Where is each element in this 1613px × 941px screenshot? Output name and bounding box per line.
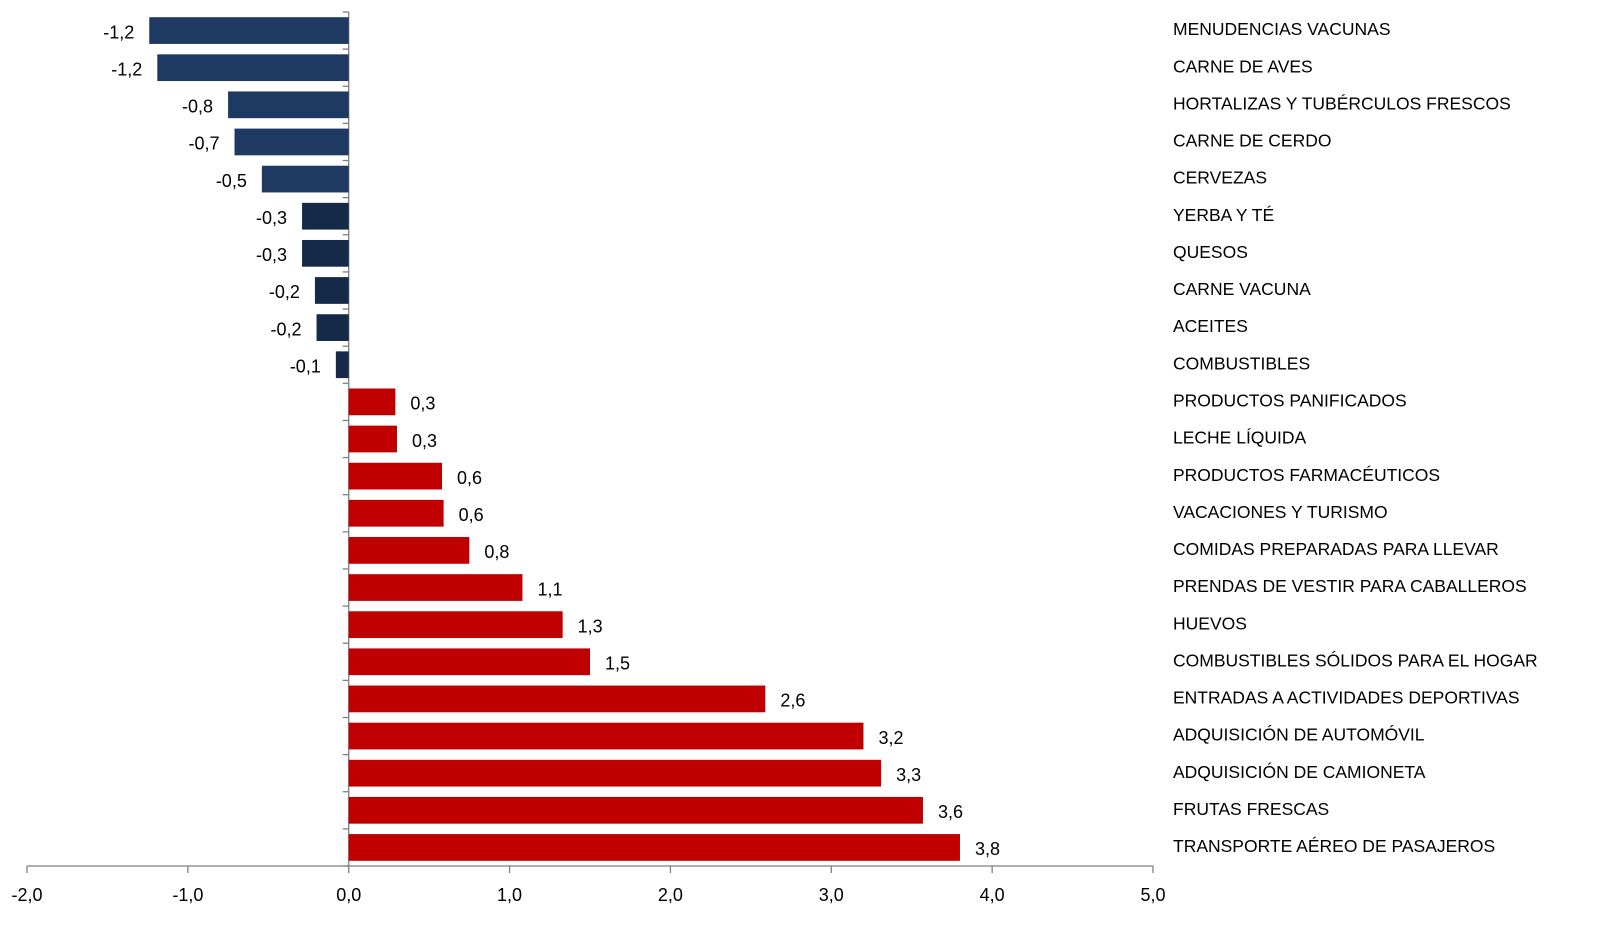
value-label: -0,3	[256, 208, 287, 228]
category-label: PRODUCTOS FARMACÉUTICOS	[1173, 465, 1440, 485]
bar	[348, 834, 960, 861]
category-label: ADQUISICIÓN DE AUTOMÓVIL	[1173, 724, 1425, 745]
bar	[302, 239, 349, 267]
value-label: -0,5	[216, 171, 247, 191]
category-label: VACACIONES Y TURISMO	[1173, 502, 1388, 522]
value-label: -0,1	[290, 356, 321, 376]
x-tick-label: 0,0	[336, 885, 361, 905]
bar	[261, 165, 349, 193]
bar	[348, 537, 470, 564]
value-label: 1,1	[537, 579, 562, 599]
bar	[157, 54, 349, 82]
category-label: CARNE DE AVES	[1173, 56, 1313, 76]
value-label: -0,7	[188, 134, 219, 154]
bar	[302, 202, 349, 230]
bar	[348, 462, 443, 490]
bar	[335, 351, 349, 379]
category-label: YERBA Y TÉ	[1173, 205, 1274, 225]
category-label: COMIDAS PREPARADAS PARA LLEVAR	[1173, 539, 1499, 559]
bar	[234, 128, 349, 156]
value-label: -1,2	[111, 59, 142, 79]
value-label: 0,8	[484, 542, 509, 562]
x-tick-label: 4,0	[980, 885, 1005, 905]
category-label: HORTALIZAS Y TUBÉRCULOS FRESCOS	[1173, 93, 1511, 113]
value-label: 0,6	[459, 505, 484, 525]
bar	[348, 388, 396, 416]
category-label: QUESOS	[1173, 242, 1248, 262]
value-label: 1,3	[578, 616, 603, 636]
value-label: -0,3	[256, 245, 287, 265]
category-label: HUEVOS	[1173, 613, 1247, 633]
bar	[348, 425, 397, 453]
value-label: 0,3	[410, 394, 435, 414]
x-tick-label: 2,0	[658, 885, 683, 905]
x-tick-label: -1,0	[172, 885, 203, 905]
bar	[348, 796, 923, 824]
category-label: ACEITES	[1173, 316, 1248, 336]
category-label: TRANSPORTE AÉREO DE PASAJEROS	[1173, 836, 1495, 856]
bar	[348, 759, 882, 787]
category-label: COMBUSTIBLES SÓLIDOS PARA EL HOGAR	[1173, 649, 1538, 670]
category-label: ADQUISICIÓN DE CAMIONETA	[1173, 761, 1426, 782]
value-label: 2,6	[780, 691, 805, 711]
bar	[149, 17, 349, 44]
bar	[228, 91, 349, 119]
x-tick-label: 1,0	[497, 885, 522, 905]
value-label: 0,3	[412, 431, 437, 451]
bar	[316, 314, 349, 341]
x-tick-label: 5,0	[1140, 885, 1165, 905]
bar	[348, 685, 766, 713]
category-label: FRUTAS FRESCAS	[1173, 799, 1329, 819]
category-label: MENUDENCIAS VACUNAS	[1173, 19, 1391, 39]
category-label: CARNE DE CERDO	[1173, 131, 1332, 151]
bar	[348, 499, 444, 527]
value-label: 3,8	[975, 839, 1000, 859]
bar	[348, 722, 864, 750]
value-label: 3,2	[878, 728, 903, 748]
value-label: 1,5	[605, 654, 630, 674]
bar	[314, 277, 349, 304]
category-label: COMBUSTIBLES	[1173, 353, 1310, 373]
bar	[348, 574, 523, 601]
category-label: LECHE LÍQUIDA	[1173, 428, 1307, 448]
value-label: 3,6	[938, 802, 963, 822]
bar	[348, 611, 563, 639]
category-label: ENTRADAS A ACTIVIDADES DEPORTIVAS	[1173, 688, 1520, 708]
category-label: PRENDAS DE VESTIR PARA CABALLEROS	[1173, 576, 1527, 596]
category-label: PRODUCTOS PANIFICADOS	[1173, 390, 1407, 410]
x-tick-label: -2,0	[11, 885, 42, 905]
value-label: 0,6	[457, 468, 482, 488]
value-label: -0,8	[182, 97, 213, 117]
value-label: -0,2	[271, 319, 302, 339]
value-label: -0,2	[269, 282, 300, 302]
value-label: -1,2	[103, 22, 134, 42]
value-label: 3,3	[896, 765, 921, 785]
category-label: CARNE VACUNA	[1173, 279, 1311, 299]
x-tick-label: 3,0	[819, 885, 844, 905]
bar	[348, 648, 590, 676]
category-label: CERVEZAS	[1173, 168, 1267, 188]
